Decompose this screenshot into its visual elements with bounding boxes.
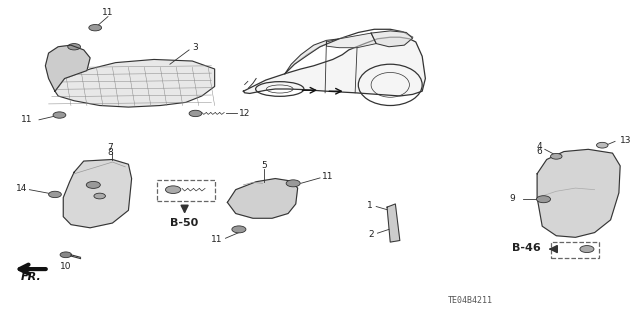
Text: 11: 11 — [102, 8, 114, 17]
Text: 11: 11 — [211, 235, 222, 244]
Text: 2: 2 — [368, 230, 374, 239]
Text: 14: 14 — [16, 184, 28, 193]
Polygon shape — [55, 59, 214, 107]
Polygon shape — [227, 179, 298, 218]
Text: 7: 7 — [108, 143, 113, 152]
Text: 8: 8 — [108, 148, 113, 157]
Polygon shape — [285, 39, 339, 74]
Circle shape — [580, 246, 594, 253]
Bar — [157, 180, 214, 201]
Polygon shape — [45, 45, 90, 91]
Polygon shape — [243, 37, 426, 96]
Text: 5: 5 — [262, 161, 268, 170]
Text: 10: 10 — [60, 262, 72, 271]
Text: FR.: FR. — [20, 272, 41, 282]
Polygon shape — [63, 160, 132, 228]
Circle shape — [596, 142, 608, 148]
Text: 9: 9 — [509, 194, 515, 203]
Text: 1: 1 — [367, 201, 372, 210]
Polygon shape — [537, 149, 620, 237]
Polygon shape — [387, 204, 400, 242]
Circle shape — [89, 25, 102, 31]
Polygon shape — [326, 33, 376, 48]
Text: 3: 3 — [193, 43, 198, 52]
Text: 6: 6 — [536, 147, 542, 156]
Text: 4: 4 — [536, 142, 542, 151]
Polygon shape — [371, 31, 413, 47]
Circle shape — [68, 44, 81, 50]
Text: 11: 11 — [20, 115, 32, 124]
Text: B-46: B-46 — [511, 243, 540, 253]
Text: 12: 12 — [239, 109, 250, 118]
Circle shape — [286, 180, 300, 187]
Circle shape — [166, 186, 180, 194]
Circle shape — [60, 252, 72, 258]
Bar — [551, 242, 599, 258]
Circle shape — [94, 193, 106, 199]
Circle shape — [49, 191, 61, 197]
Circle shape — [189, 110, 202, 117]
Circle shape — [536, 196, 550, 203]
Circle shape — [550, 153, 562, 159]
Circle shape — [232, 226, 246, 233]
Text: B-50: B-50 — [170, 218, 199, 228]
Text: 13: 13 — [620, 136, 632, 145]
Text: TE04B4211: TE04B4211 — [447, 296, 493, 305]
Circle shape — [86, 182, 100, 189]
Text: 11: 11 — [322, 173, 333, 182]
Circle shape — [53, 112, 66, 118]
